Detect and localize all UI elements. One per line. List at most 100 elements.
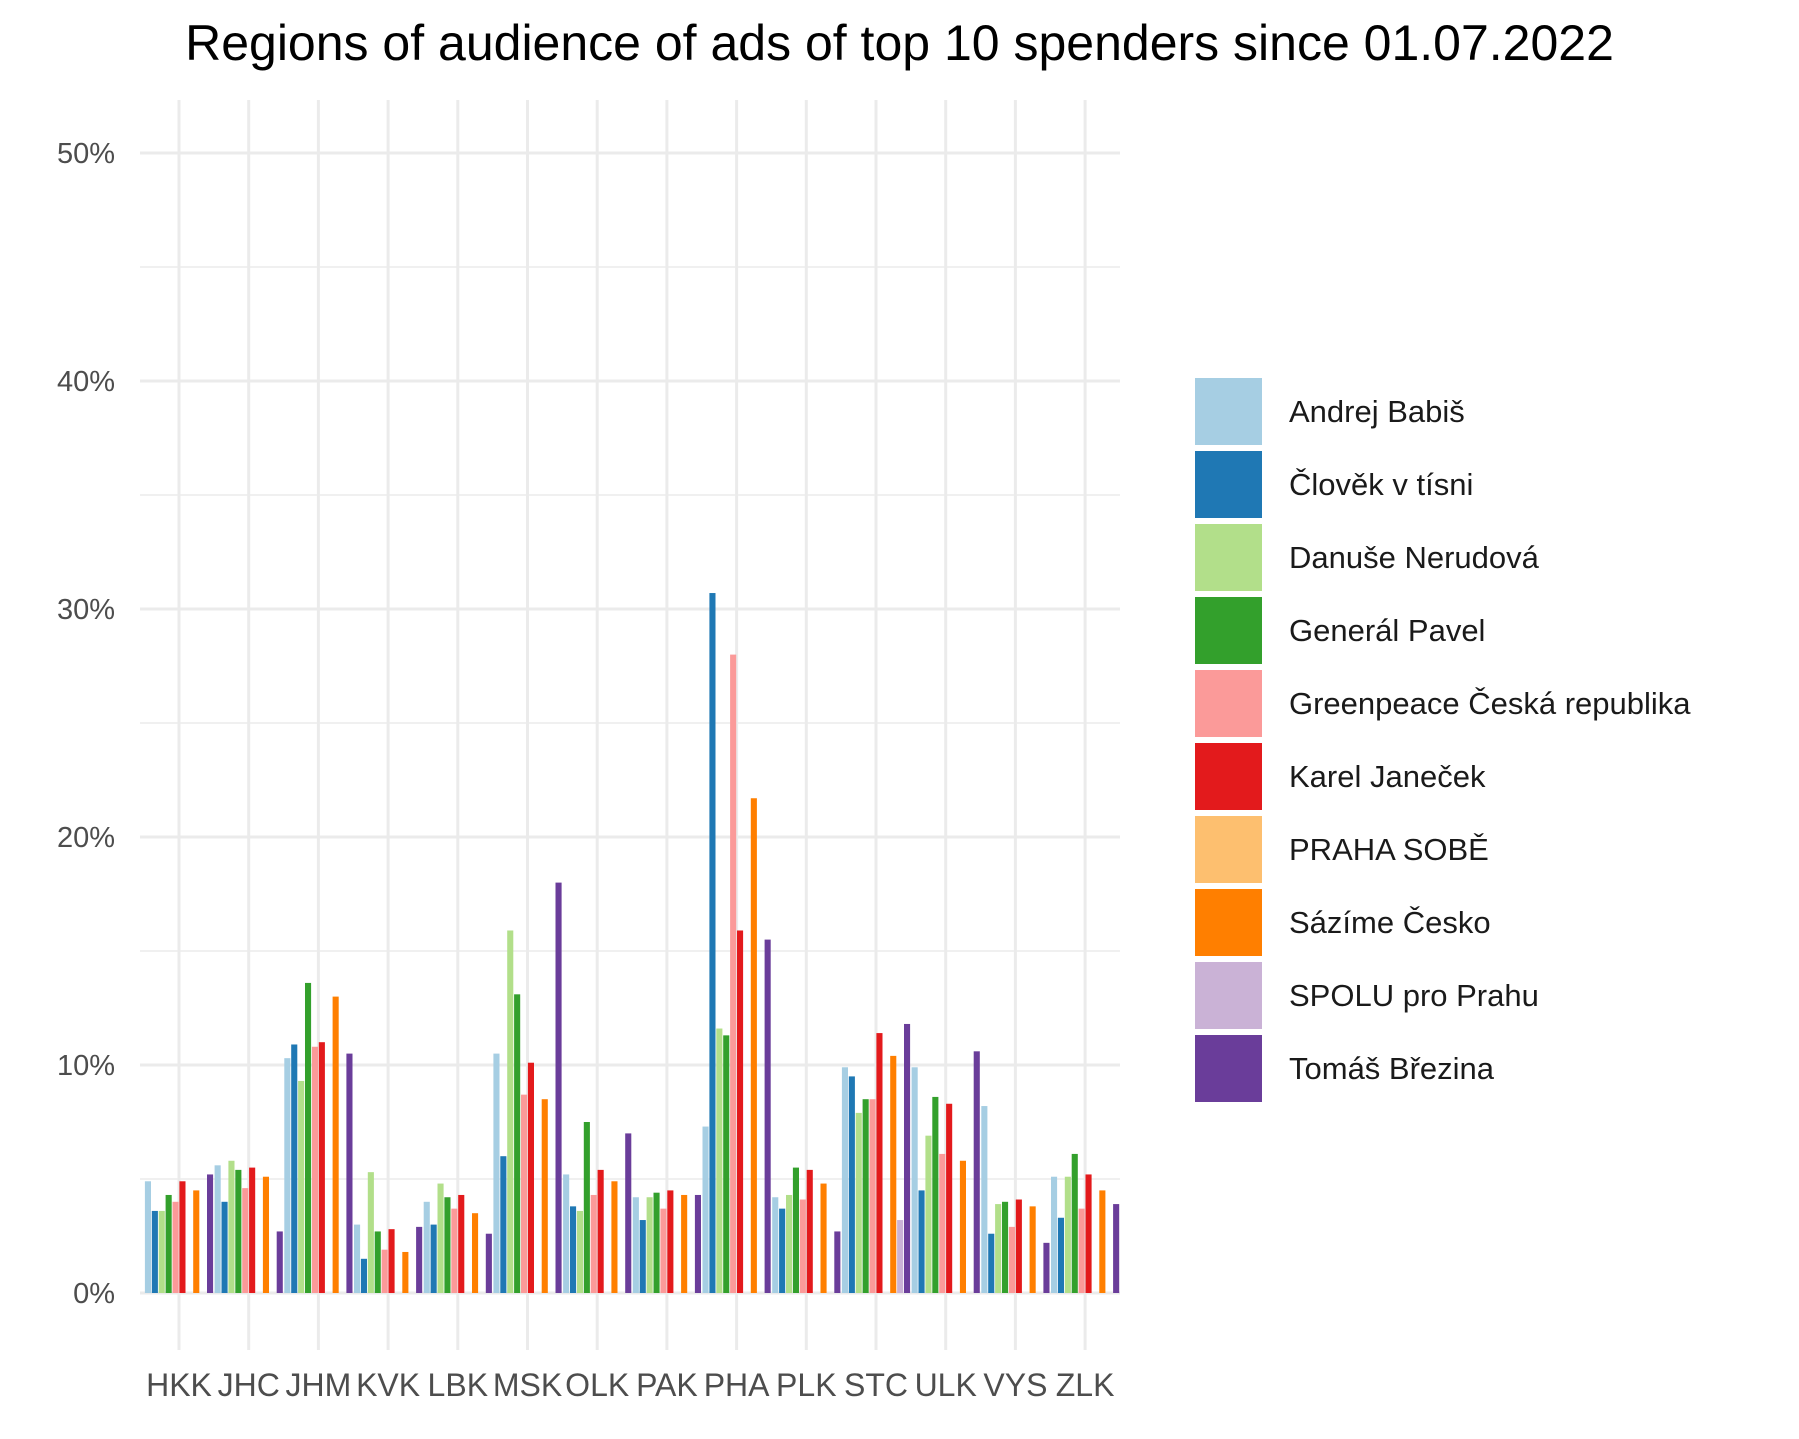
x-tick-label: PAK (636, 1367, 698, 1403)
bar (786, 1194, 793, 1293)
bar (1043, 1242, 1050, 1293)
bar (959, 1160, 966, 1293)
bar (841, 1067, 848, 1293)
x-tick-label: LBK (428, 1367, 488, 1403)
bar (1113, 1204, 1120, 1293)
bar (716, 1028, 723, 1293)
bar (500, 1156, 507, 1293)
bar (855, 1112, 862, 1293)
bar (681, 1194, 688, 1293)
bar (214, 1165, 221, 1293)
bar (262, 1176, 269, 1293)
bar (521, 1094, 528, 1293)
bar (932, 1096, 939, 1293)
bar (988, 1233, 995, 1293)
bar (1057, 1217, 1064, 1293)
bar (472, 1213, 479, 1293)
bar (207, 1174, 214, 1293)
legend-swatch (1195, 451, 1262, 518)
bar (946, 1103, 953, 1293)
legend-swatch (1195, 889, 1262, 956)
bar (318, 1042, 325, 1293)
x-tick-label: JHM (286, 1367, 352, 1403)
legend-swatch (1195, 524, 1262, 591)
bar (764, 939, 771, 1293)
bar (360, 1258, 367, 1293)
bar (1078, 1208, 1085, 1293)
bar (792, 1167, 799, 1293)
y-tick-label: 10% (57, 1050, 115, 1082)
legend-label: SPOLU pro Prahu (1289, 977, 1539, 1013)
bar (834, 1231, 841, 1293)
x-tick-label: PHA (704, 1367, 770, 1403)
bar (925, 1135, 932, 1293)
bar (730, 654, 737, 1293)
y-tick-label: 40% (57, 366, 115, 398)
bar (458, 1194, 465, 1293)
bar (918, 1190, 925, 1293)
legend-swatch (1195, 1035, 1262, 1102)
legend-label: Karel Janeček (1289, 758, 1486, 794)
x-tick-label: OLK (565, 1367, 629, 1403)
chart-title: Regions of audience of ads of top 10 spe… (185, 15, 1614, 71)
bar (653, 1192, 660, 1293)
legend-swatch (1195, 378, 1262, 445)
bar (354, 1224, 361, 1293)
bar (430, 1224, 437, 1293)
bar (723, 1035, 730, 1293)
bar (1002, 1201, 1009, 1293)
bar (311, 1046, 318, 1293)
legend-item: Tomáš Březina (1195, 1032, 1691, 1105)
bar (1064, 1176, 1071, 1293)
bar (158, 1210, 165, 1293)
bar (1029, 1206, 1036, 1293)
bar (563, 1174, 570, 1293)
y-axis-ticks: 0% 10% 20% 30% 40% 50% (57, 138, 115, 1310)
bar (590, 1194, 597, 1293)
bar (276, 1231, 283, 1293)
bar (1085, 1174, 1092, 1293)
bar (583, 1122, 590, 1293)
bar (897, 1220, 904, 1293)
legend-item: Sázíme Česko (1195, 886, 1691, 959)
bar (242, 1188, 249, 1293)
bar (625, 1133, 632, 1293)
bar (493, 1053, 500, 1293)
bar (779, 1208, 786, 1293)
bar (1099, 1190, 1106, 1293)
legend-item: Danuše Nerudová (1195, 521, 1691, 594)
y-tick-label: 30% (57, 594, 115, 626)
legend-label: Sázíme Česko (1289, 904, 1491, 940)
bar (249, 1167, 256, 1293)
bar (611, 1181, 618, 1293)
x-tick-label: STC (844, 1367, 908, 1403)
legend-label: Andrej Babiš (1289, 393, 1465, 429)
bar (904, 1023, 911, 1293)
bar (570, 1206, 577, 1293)
legend-item: Greenpeace Česká republika (1195, 667, 1691, 740)
bar (1015, 1199, 1022, 1293)
legend-label: Člověk v tísni (1289, 466, 1474, 502)
bar (1051, 1176, 1058, 1293)
bar (416, 1226, 423, 1293)
x-tick-label: ZLK (1056, 1367, 1115, 1403)
bar (179, 1181, 186, 1293)
legend-label: PRAHA SOBĚ (1289, 831, 1489, 867)
x-tick-label: PLK (776, 1367, 836, 1403)
bar (939, 1153, 946, 1293)
bar (973, 1051, 980, 1293)
x-tick-label: HKK (146, 1367, 212, 1403)
bar (346, 1053, 353, 1293)
bar (911, 1067, 918, 1293)
bar (737, 930, 744, 1293)
bar (555, 882, 562, 1293)
legend-item: Karel Janeček (1195, 740, 1691, 813)
x-axis-ticks: HKK JHC JHM KVK LBK MSK OLK PAK PHA PLK STC ULK VYS Z… (146, 1367, 1114, 1403)
y-tick-label: 20% (57, 822, 115, 854)
legend-label: Tomáš Březina (1289, 1050, 1495, 1086)
bar (639, 1220, 646, 1293)
bar (374, 1231, 381, 1293)
x-tick-label: MSK (493, 1367, 562, 1403)
bar (332, 996, 339, 1293)
legend-label: Greenpeace Česká republika (1289, 685, 1691, 721)
